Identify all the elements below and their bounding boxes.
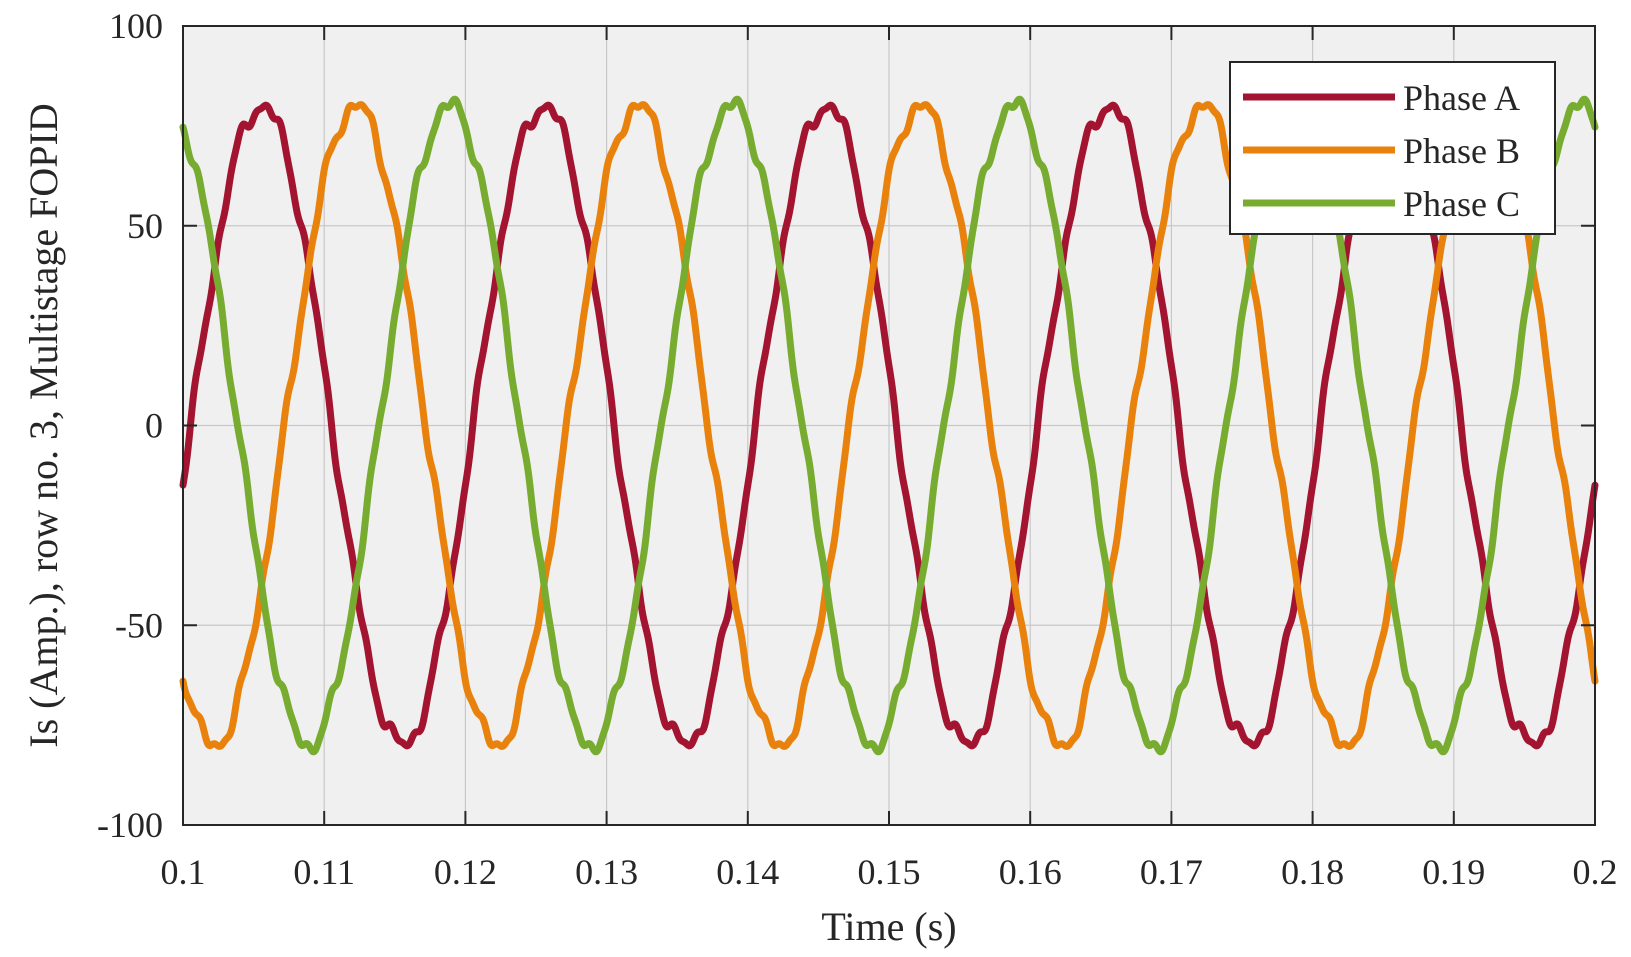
y-tick-label: 0 xyxy=(145,406,163,446)
x-tick-label: 0.1 xyxy=(161,852,206,892)
x-tick-label: 0.17 xyxy=(1140,852,1203,892)
legend-label-phase-b: Phase B xyxy=(1403,131,1520,171)
y-tick-label: -100 xyxy=(97,805,163,845)
x-tick-label: 0.11 xyxy=(293,852,355,892)
series-line-phase-b xyxy=(179,101,1599,750)
x-tick-label: 0.12 xyxy=(434,852,497,892)
legend-label-phase-c: Phase C xyxy=(1403,184,1520,224)
x-tick-label: 0.18 xyxy=(1281,852,1344,892)
x-tick-label: 0.15 xyxy=(858,852,921,892)
legend: Phase A Phase B Phase C xyxy=(1229,61,1556,235)
x-tick-label: 0.13 xyxy=(575,852,638,892)
y-tick-label: -50 xyxy=(115,605,163,645)
series-line-phase-c xyxy=(179,95,1599,756)
y-tick-label: 50 xyxy=(127,206,163,246)
x-axis-label: Time (s) xyxy=(821,904,956,949)
y-tick-label: 100 xyxy=(109,6,163,46)
x-tick-label: 0.19 xyxy=(1422,852,1485,892)
y-axis-label: Is (Amp.), row no. 3, Multistage FOPID xyxy=(21,103,66,747)
x-tick-label: 0.14 xyxy=(716,852,779,892)
x-tick-label: 0.2 xyxy=(1573,852,1618,892)
axis-ticks: 0.1 0.11 0.12 0.13 0.14 0.15 0.16 0.17 0.18 0.19 0… xyxy=(97,6,1618,892)
x-tick-label: 0.16 xyxy=(999,852,1062,892)
legend-label-phase-a: Phase A xyxy=(1403,78,1520,118)
